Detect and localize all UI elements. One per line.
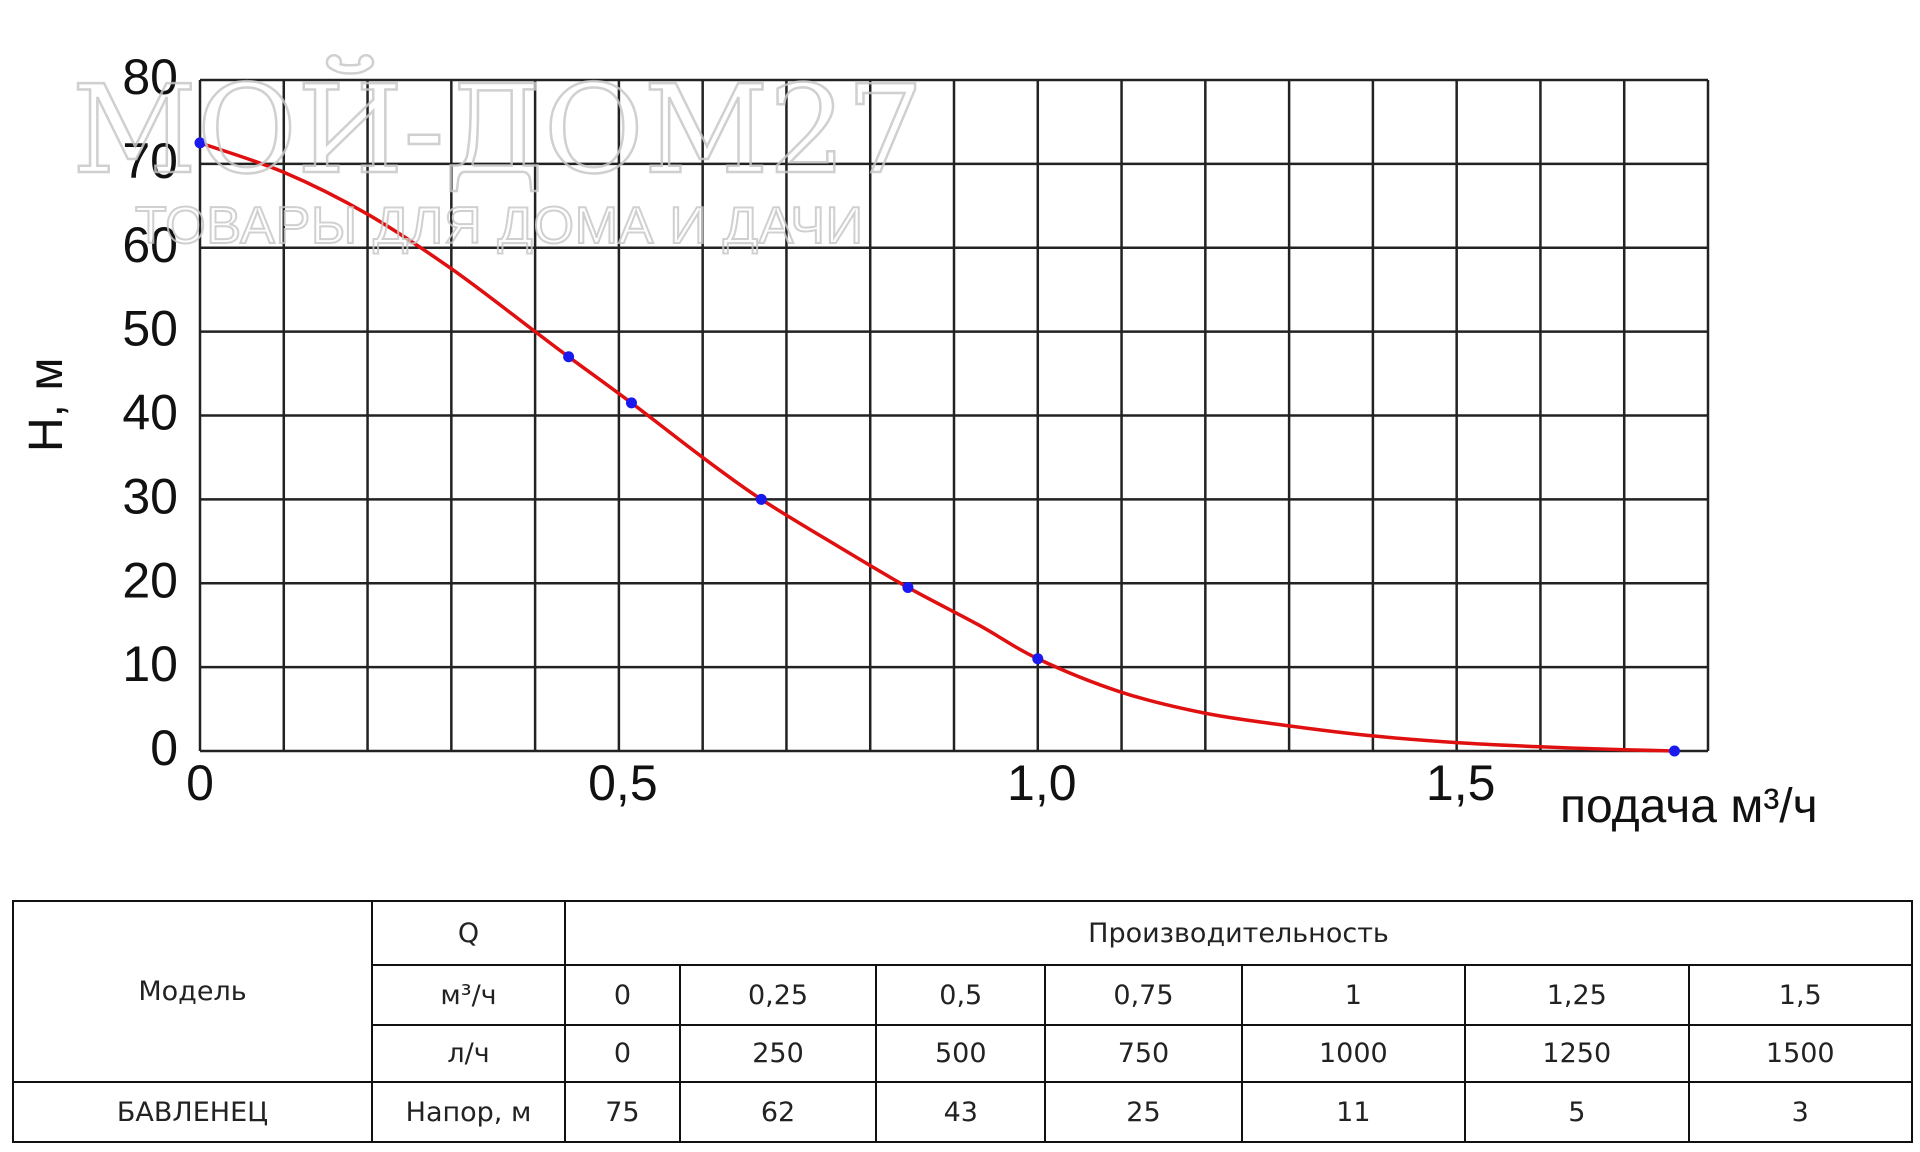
model-header: Модель (12, 900, 373, 1083)
table-cell: 1,25 (1464, 964, 1690, 1026)
x-tick-labels: 0 0,5 1,0 1,5 (186, 755, 1495, 811)
y-tick-label: 0 (150, 720, 178, 776)
table-cell: 1500 (1687, 1024, 1913, 1083)
y-tick-labels: 0 10 20 30 40 50 60 70 80 (122, 49, 178, 776)
y-tick-label: 70 (122, 133, 178, 189)
table-cell: 250 (678, 1024, 878, 1083)
table-cell: 11 (1240, 1081, 1467, 1143)
watermark-line1: МОЙ-ДОМ27 (72, 55, 924, 201)
data-point (755, 493, 767, 505)
data-point (625, 397, 637, 409)
data-point (563, 351, 575, 363)
watermark-logo: МОЙ-ДОМ27 ТОВАРЫ ДЛЯ ДОМА И ДАЧИ (71, 54, 925, 256)
model-name: БАВЛЕНЕЦ (12, 1081, 373, 1143)
table-cell: 0 (564, 1024, 681, 1083)
y-tick-label: 20 (122, 552, 178, 608)
table-cell: 43 (875, 1081, 1047, 1143)
performance-header: Производительность (564, 900, 1913, 966)
table-cell: 1,5 (1687, 964, 1913, 1026)
table-cell: 0,5 (875, 964, 1047, 1026)
table-cell: 750 (1044, 1024, 1243, 1083)
table-cell: 0 (564, 964, 681, 1026)
watermark-line2: ТОВАРЫ ДЛЯ ДОМА И ДАЧИ (135, 197, 863, 255)
table-cell: 3 (1687, 1081, 1913, 1143)
head-label: Напор, м (371, 1081, 566, 1143)
grid (198, 78, 1710, 753)
x-tick-label: 0,5 (588, 755, 658, 811)
table-cell: 75 (564, 1081, 681, 1143)
table-cell: 5 (1464, 1081, 1690, 1143)
table-cell: 1 (1240, 964, 1467, 1026)
data-point (902, 581, 914, 593)
x-axis-label: подача м³/ч (1560, 780, 1818, 833)
y-tick-label: 40 (122, 385, 178, 441)
data-point (1668, 745, 1680, 757)
table-cell: 500 (875, 1024, 1047, 1083)
y-tick-label: 80 (122, 49, 178, 105)
y-tick-label: 10 (122, 636, 178, 692)
y-axis-label: Н, м (20, 358, 73, 452)
unit-l: л/ч (371, 1024, 566, 1083)
data-point (1032, 653, 1044, 665)
table-cell: 0,75 (1044, 964, 1243, 1026)
data-points (194, 137, 1680, 757)
data-point (194, 137, 206, 149)
y-tick-label: 60 (122, 217, 178, 273)
table-cell: 25 (1044, 1081, 1243, 1143)
unit-m3: м³/ч (371, 964, 566, 1026)
x-tick-label: 1,0 (1007, 755, 1077, 811)
y-tick-label: 30 (122, 468, 178, 524)
table-cell: 1250 (1464, 1024, 1690, 1083)
table-cell: 62 (678, 1081, 878, 1143)
x-tick-label: 1,5 (1426, 755, 1496, 811)
x-tick-label: 0 (186, 755, 214, 811)
performance-table: Модель Q Производительность м³/ч 0 0,25 0,5… (12, 900, 1913, 1143)
q-header: Q (371, 900, 566, 966)
table-cell: 0,25 (678, 964, 878, 1026)
y-tick-label: 50 (122, 301, 178, 357)
pump-curve-chart: 0 10 20 30 40 50 60 70 80 0 0,5 1,0 1,5 подача м³/ч… (20, 49, 1818, 833)
table-cell: 1000 (1240, 1024, 1467, 1083)
